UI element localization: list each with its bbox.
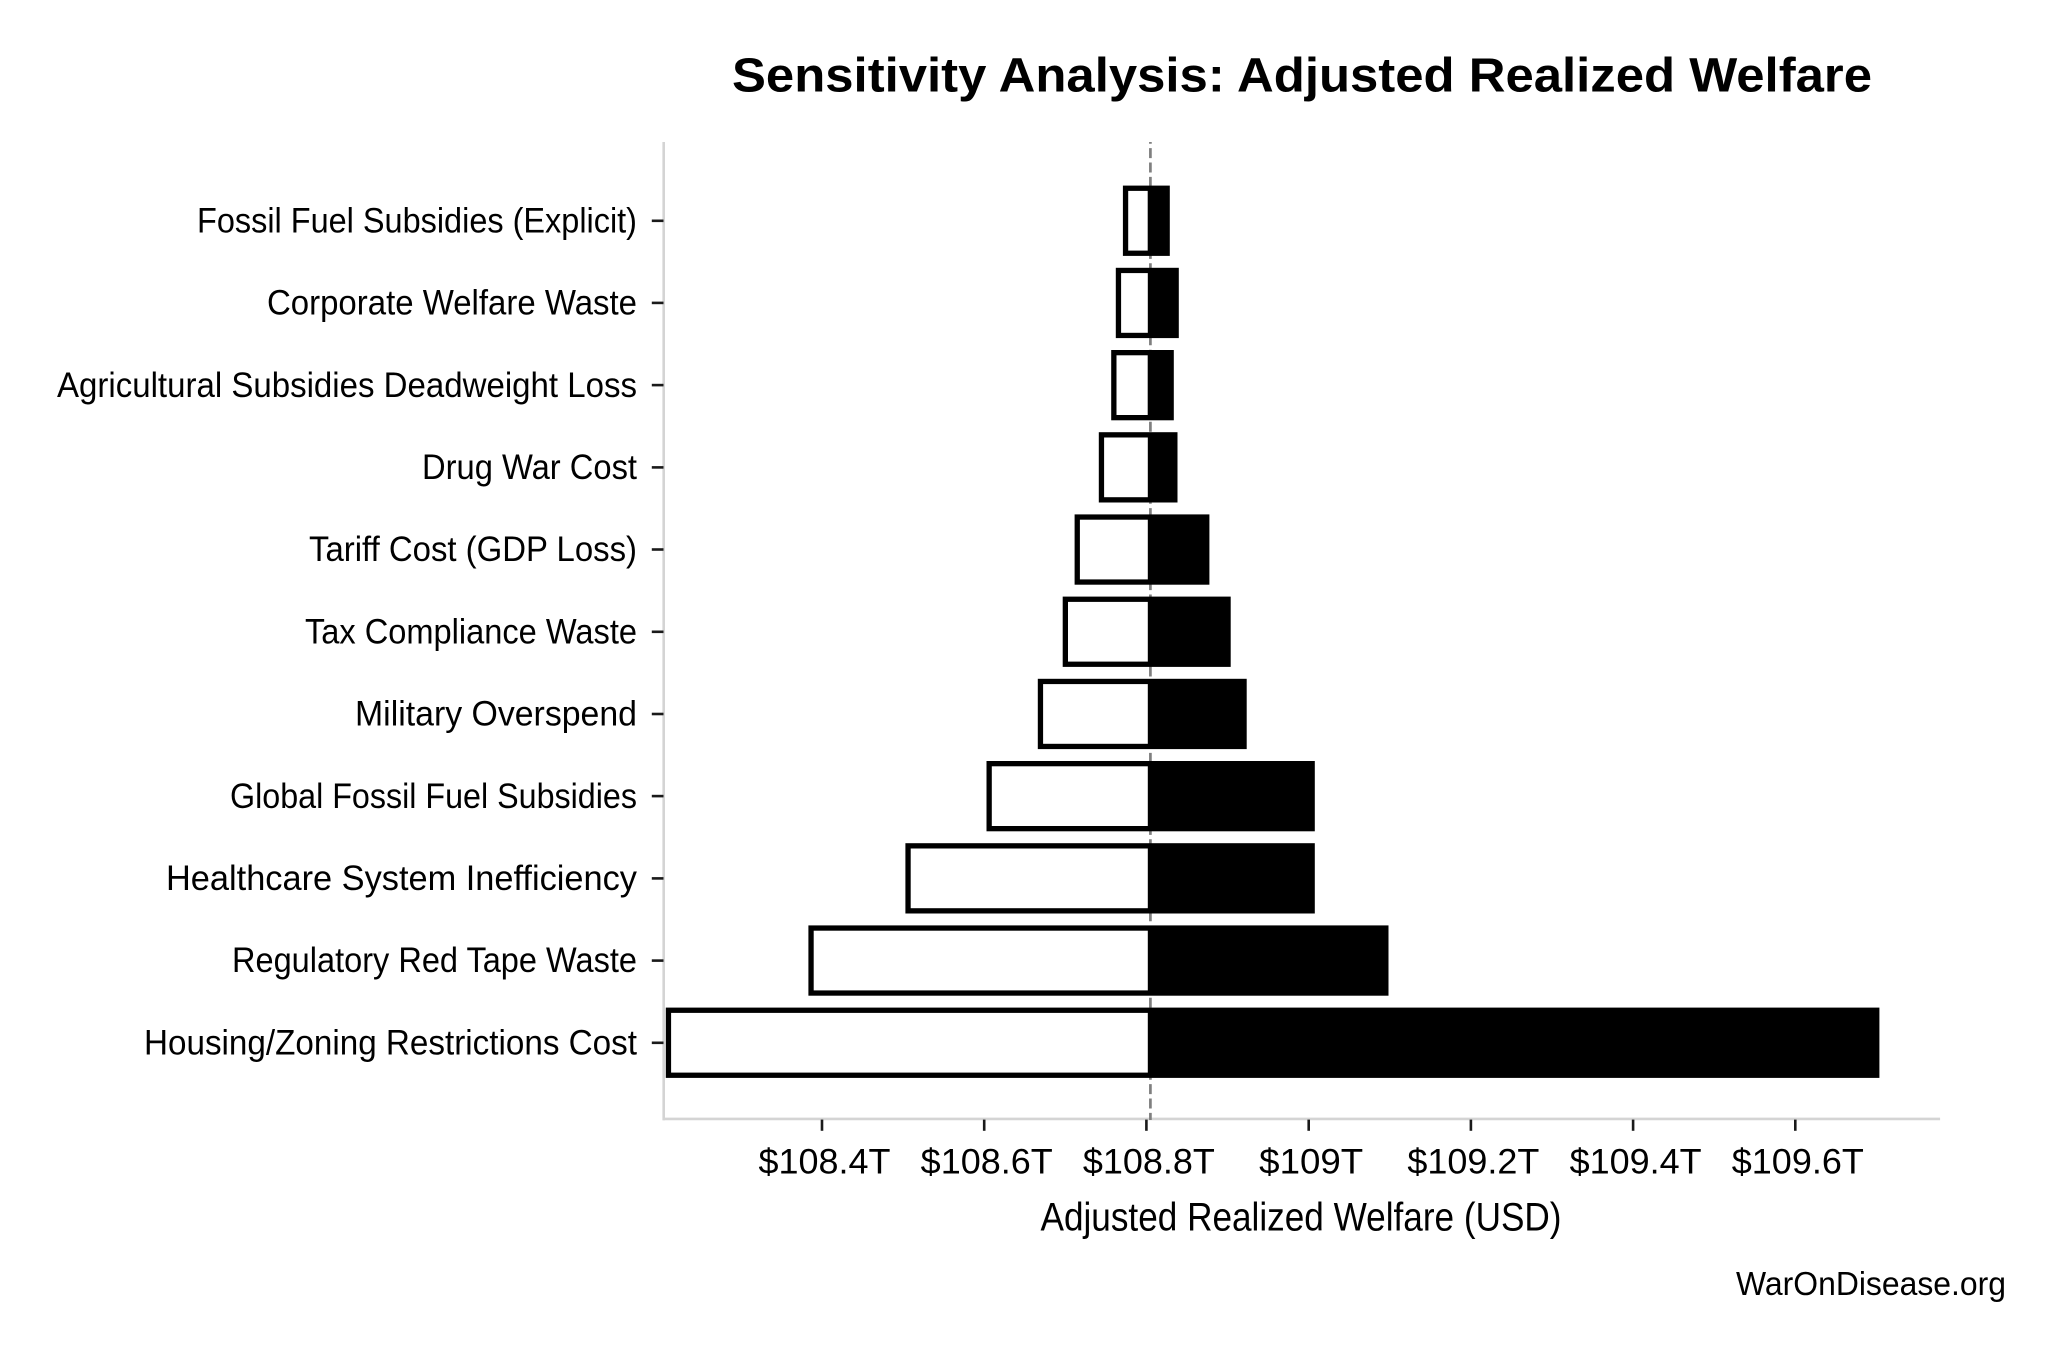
svg-text:Fossil Fuel Subsidies (Explici: Fossil Fuel Subsidies (Explicit)	[197, 200, 637, 240]
svg-text:$109T: $109T	[1259, 1142, 1363, 1182]
svg-text:$108.4T: $108.4T	[759, 1142, 891, 1182]
svg-text:Global Fossil Fuel Subsidies: Global Fossil Fuel Subsidies	[230, 776, 637, 816]
svg-text:$109.4T: $109.4T	[1570, 1142, 1702, 1182]
svg-text:Sensitivity Analysis: Adjusted: Sensitivity Analysis: Adjusted Realized …	[732, 50, 1872, 103]
svg-text:Military Overspend: Military Overspend	[355, 694, 637, 734]
svg-text:Housing/Zoning Restrictions Co: Housing/Zoning Restrictions Cost	[144, 1022, 637, 1062]
svg-text:Drug War Cost: Drug War Cost	[422, 447, 637, 487]
svg-text:$108.6T: $108.6T	[921, 1142, 1053, 1182]
svg-text:$108.8T: $108.8T	[1083, 1142, 1215, 1182]
svg-text:$109.6T: $109.6T	[1732, 1142, 1864, 1182]
svg-text:Agricultural Subsidies Deadwei: Agricultural Subsidies Deadweight Loss	[57, 365, 637, 405]
svg-text:Tax Compliance Waste: Tax Compliance Waste	[305, 611, 637, 651]
svg-text:Adjusted Realized Welfare (USD: Adjusted Realized Welfare (USD)	[1041, 1195, 1562, 1239]
svg-text:Regulatory Red Tape Waste: Regulatory Red Tape Waste	[232, 940, 637, 980]
svg-text:$109.2T: $109.2T	[1407, 1142, 1539, 1182]
svg-text:Corporate Welfare Waste: Corporate Welfare Waste	[267, 283, 637, 323]
svg-text:Healthcare System Inefficiency: Healthcare System Inefficiency	[166, 858, 637, 898]
svg-text:Tariff Cost (GDP Loss): Tariff Cost (GDP Loss)	[309, 529, 637, 569]
svg-text:WarOnDisease.org: WarOnDisease.org	[1736, 1266, 2006, 1303]
